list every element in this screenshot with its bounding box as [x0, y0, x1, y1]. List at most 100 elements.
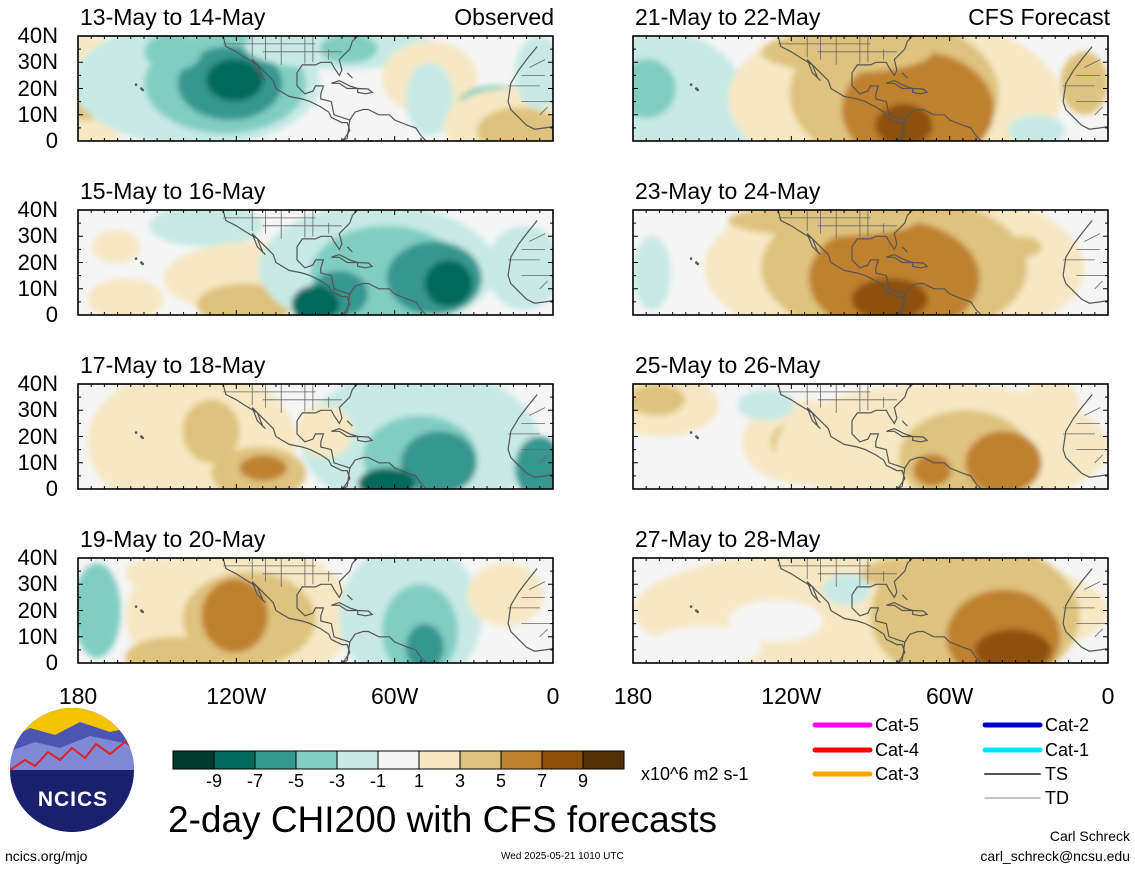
lat-tick-label: 20N	[17, 597, 58, 623]
anomaly-contour	[728, 600, 823, 642]
island	[134, 605, 138, 608]
coastlines	[109, 36, 553, 141]
lon-tick-label: 60W	[926, 683, 974, 709]
map-panel	[633, 36, 1108, 141]
state-borders	[778, 384, 897, 413]
colorbar-tick-label: 5	[495, 771, 506, 791]
lat-tick-label: 0	[45, 128, 58, 153]
africa-borders	[508, 233, 553, 290]
map-panel	[78, 210, 553, 315]
map-panel	[78, 384, 553, 489]
island	[689, 83, 693, 86]
lat-tick-label: 40N	[17, 23, 58, 48]
anomaly-contour	[149, 210, 264, 247]
anomaly-contour	[875, 104, 933, 141]
anomaly-contour	[92, 229, 140, 264]
legend-label: TS	[1045, 764, 1069, 784]
panel-title: 19-May to 20-May	[80, 526, 266, 552]
lat-tick-label: 10N	[17, 101, 58, 127]
colorbar-tick-label: -1	[369, 771, 386, 791]
lat-tick-label: 0	[45, 650, 58, 675]
africa-borders	[1063, 59, 1108, 116]
anomaly-contour	[633, 59, 676, 118]
panel-title: 25-May to 26-May	[635, 352, 821, 378]
colorbar-units: x10^6 m2 s-1	[641, 764, 749, 784]
lat-tick-label: 20N	[17, 423, 58, 449]
africa-borders	[1063, 407, 1108, 464]
island	[696, 610, 699, 614]
africa-borders	[1063, 233, 1108, 290]
colorbar-swatch	[418, 750, 461, 770]
island	[134, 431, 138, 434]
axis-ticks	[632, 35, 1109, 142]
legend-label: Cat-2	[1045, 715, 1090, 735]
anomaly-contour	[633, 384, 686, 416]
map-panel	[78, 36, 553, 141]
island	[141, 610, 144, 614]
anomaly-contour	[515, 36, 553, 110]
legend-label: Cat-4	[875, 740, 920, 760]
anomaly-contour	[144, 36, 202, 71]
anomaly-contour	[913, 454, 952, 486]
anomaly-contour	[125, 558, 183, 590]
anomaly-contour	[239, 455, 287, 481]
lon-tick-label: 180	[613, 683, 653, 709]
anomaly-contour	[405, 62, 454, 136]
island	[689, 257, 693, 260]
africa-borders	[508, 581, 553, 638]
coastlines	[664, 36, 1108, 141]
colorbar-tick-label: 9	[577, 771, 588, 791]
lat-tick-label: 40N	[17, 371, 58, 396]
colorbar-swatch	[295, 750, 338, 770]
author-email: carl_schreck@ncsu.edu	[980, 848, 1130, 864]
legend-label: Cat-1	[1045, 740, 1090, 760]
colorbar-swatch	[541, 750, 584, 770]
lat-tick-label: 30N	[17, 397, 58, 423]
colorbar-tick-label: -5	[287, 771, 304, 791]
lat-tick-label: 30N	[17, 49, 58, 75]
coastlines	[109, 210, 553, 315]
logo-text: NCICS	[37, 788, 109, 811]
island	[141, 436, 144, 440]
colorbar-swatch	[377, 750, 420, 770]
lon-tick-label: 60W	[371, 683, 419, 709]
map-panel	[633, 210, 1108, 315]
anomaly-contour	[477, 107, 553, 141]
forecast-label: CFS Forecast	[968, 4, 1110, 30]
africa-borders	[1063, 581, 1108, 638]
lat-tick-label: 20N	[17, 249, 58, 275]
anomaly-contour	[808, 220, 980, 315]
colorbar-swatch	[500, 750, 543, 770]
author-name: Carl Schreck	[1049, 828, 1130, 844]
anomaly-contour	[291, 285, 340, 315]
coastlines	[109, 384, 553, 489]
anomaly-contour	[206, 59, 264, 102]
africa-borders	[508, 59, 553, 116]
state-borders	[778, 36, 897, 65]
axis-ticks	[77, 209, 554, 316]
anomaly-contour	[1060, 51, 1108, 115]
lon-tick-label: 120W	[761, 683, 822, 709]
map-panel	[633, 558, 1108, 663]
island	[689, 431, 693, 434]
anomaly-contour	[401, 431, 477, 489]
lat-tick-label: 0	[45, 476, 58, 501]
anomaly-contour	[87, 278, 164, 315]
legend-label: Cat-3	[875, 764, 920, 784]
anomaly-contour	[965, 431, 1042, 489]
anomaly-contour	[823, 573, 871, 606]
state-borders	[778, 558, 897, 587]
panel-title: 27-May to 28-May	[635, 526, 821, 552]
state-borders	[223, 210, 342, 239]
africa-borders	[508, 407, 553, 464]
lat-tick-label: 30N	[17, 223, 58, 249]
anomaly-contour	[861, 558, 956, 590]
lon-tick-label: 0	[546, 683, 560, 709]
island	[696, 436, 699, 440]
panel-title: 15-May to 16-May	[80, 178, 266, 204]
anomaly-contour	[424, 260, 473, 307]
colorbar-swatch	[459, 750, 502, 770]
axis-ticks	[632, 383, 1109, 490]
island	[141, 262, 144, 266]
lat-tick-label: 40N	[17, 197, 58, 222]
